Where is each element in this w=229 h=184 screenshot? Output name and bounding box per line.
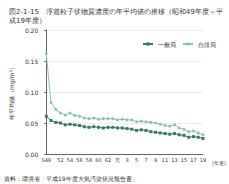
svg-text:60: 60 [95,157,101,163]
svg-text:(年度): (年度) [212,160,226,166]
svg-text:S49: S49 [41,157,51,163]
svg-text:19: 19 [200,157,206,163]
svg-text:56: 56 [76,157,82,163]
svg-text:3: 3 [125,157,128,163]
svg-text:年平均値（mg/m³）: 年平均値（mg/m³） [8,64,16,120]
svg-text:一般局: 一般局 [158,41,176,48]
svg-text:58: 58 [86,157,92,163]
svg-text:図2-1-15 浮遊粒子状物質濃度の年平均値の推移（昭和49: 図2-1-15 浮遊粒子状物質濃度の年平均値の推移（昭和49年度～平 [9,8,223,16]
svg-text:成19年度）: 成19年度） [9,17,46,25]
svg-text:資料：環境省「平成19年度大気汚染状況報告書」: 資料：環境省「平成19年度大気汚染状況報告書」 [4,175,138,183]
svg-text:自排局: 自排局 [198,41,216,48]
svg-text:13: 13 [171,157,177,163]
svg-text:17: 17 [190,157,196,163]
svg-text:15: 15 [181,157,187,163]
svg-text:元: 元 [115,157,120,163]
svg-text:0.15: 0.15 [25,58,39,65]
svg-text:0.20: 0.20 [25,27,39,34]
svg-text:9: 9 [154,157,157,163]
svg-text:5: 5 [135,157,138,163]
svg-text:54: 54 [67,157,73,163]
svg-text:62: 62 [105,157,111,163]
svg-text:52: 52 [57,157,63,163]
svg-text:7: 7 [144,157,147,163]
svg-text:0.05: 0.05 [25,120,39,127]
svg-text:11: 11 [162,157,168,163]
svg-text:0.00: 0.00 [25,151,39,158]
svg-text:0.10: 0.10 [25,89,39,96]
